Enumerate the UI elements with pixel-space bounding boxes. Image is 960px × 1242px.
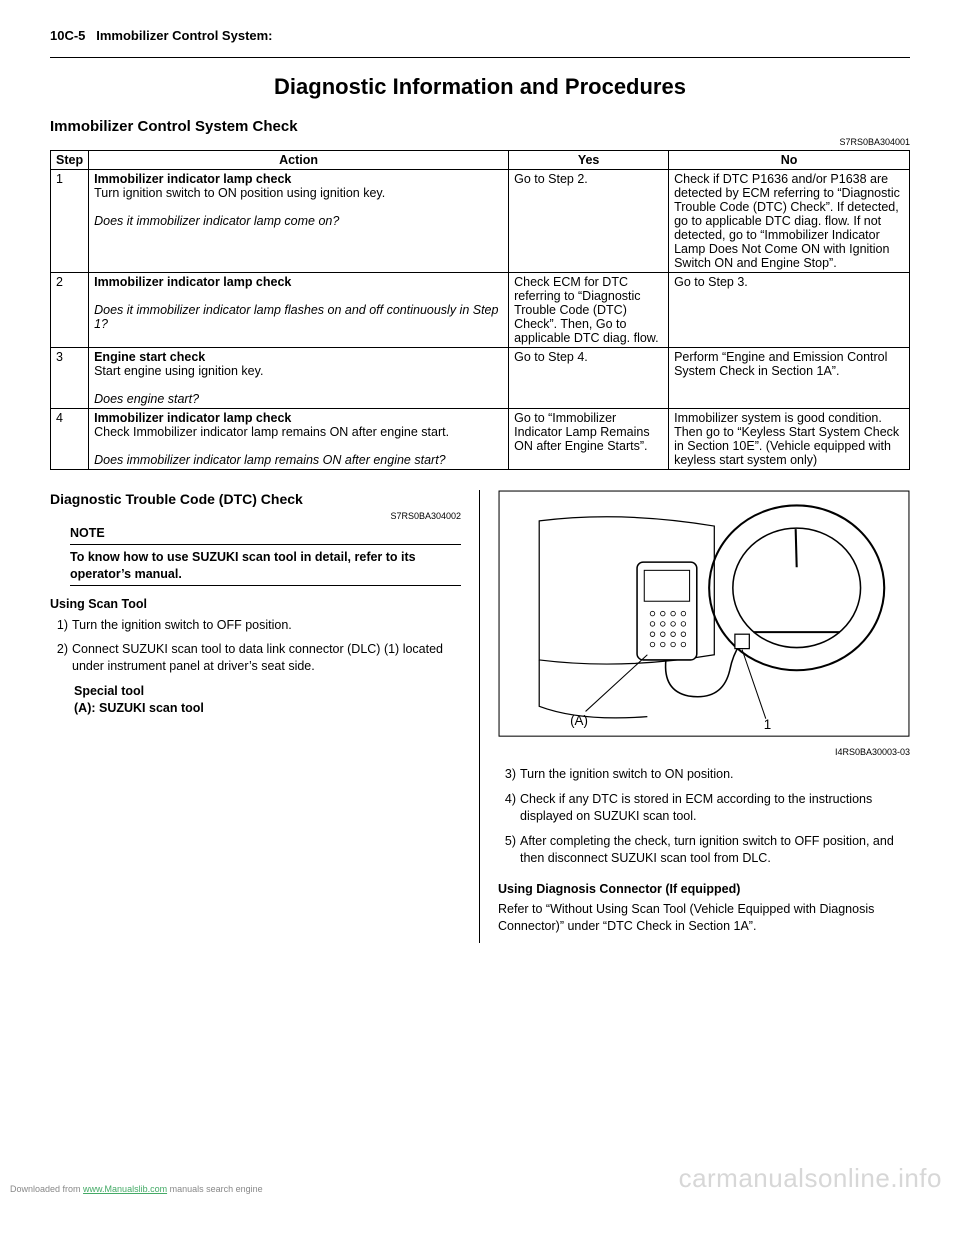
action-question: Does engine start? xyxy=(94,392,199,406)
note-text: To know how to use SUZUKI scan tool in d… xyxy=(70,549,461,583)
no-cell: Immobilizer system is good condition. Th… xyxy=(669,409,910,470)
dtc-doc-id: S7RS0BA304002 xyxy=(50,510,461,522)
table-row: 3 Engine start check Start engine using … xyxy=(51,348,910,409)
special-tool-block: Special tool (A): SUZUKI scan tool xyxy=(74,683,461,717)
step-number: 4) xyxy=(498,791,520,825)
left-column: Diagnostic Trouble Code (DTC) Check S7RS… xyxy=(50,490,480,943)
action-cell: Engine start check Start engine using ig… xyxy=(89,348,509,409)
step-cell: 3 xyxy=(51,348,89,409)
step-number: 3) xyxy=(498,766,520,783)
action-cell: Immobilizer indicator lamp check Check I… xyxy=(89,409,509,470)
footer-suffix: manuals search engine xyxy=(167,1184,263,1194)
col-no-header: No xyxy=(669,151,910,170)
step-text: Check if any DTC is stored in ECM accord… xyxy=(520,791,910,825)
footer-link[interactable]: www.Manualslib.com xyxy=(83,1184,167,1194)
action-cell: Immobilizer indicator lamp check Does it… xyxy=(89,273,509,348)
col-action-header: Action xyxy=(89,151,509,170)
list-item: 1) Turn the ignition switch to OFF posit… xyxy=(50,617,461,634)
action-title: Immobilizer indicator lamp check xyxy=(94,275,291,289)
no-cell: Go to Step 3. xyxy=(669,273,910,348)
list-item: 2) Connect SUZUKI scan tool to data link… xyxy=(50,641,461,675)
action-body: Check Immobilizer indicator lamp remains… xyxy=(94,425,449,439)
col-step-header: Step xyxy=(51,151,89,170)
page: 10C-5 Immobilizer Control System: Diagno… xyxy=(0,0,960,1200)
table-header-row: Step Action Yes No xyxy=(51,151,910,170)
step-number: 5) xyxy=(498,833,520,867)
header-rule xyxy=(50,57,910,58)
step-cell: 2 xyxy=(51,273,89,348)
fig-label-1: 1 xyxy=(764,717,771,732)
footer: Downloaded from www.Manualslib.com manua… xyxy=(10,1184,263,1194)
check-doc-id: S7RS0BA304001 xyxy=(50,137,910,147)
table-row: 4 Immobilizer indicator lamp check Check… xyxy=(51,409,910,470)
section-code: 10C-5 xyxy=(50,28,85,43)
table-row: 2 Immobilizer indicator lamp check Does … xyxy=(51,273,910,348)
left-step-list: 1) Turn the ignition switch to OFF posit… xyxy=(50,617,461,676)
table-row: 1 Immobilizer indicator lamp check Turn … xyxy=(51,170,910,273)
yes-cell: Go to Step 2. xyxy=(509,170,669,273)
step-number: 1) xyxy=(50,617,72,634)
note-rule-top xyxy=(70,544,461,545)
footer-prefix: Downloaded from xyxy=(10,1184,83,1194)
page-header: 10C-5 Immobilizer Control System: xyxy=(50,28,910,43)
using-scan-heading: Using Scan Tool xyxy=(50,596,461,613)
step-text: Turn the ignition switch to OFF position… xyxy=(72,617,461,634)
action-title: Immobilizer indicator lamp check xyxy=(94,411,291,425)
special-tool-value: (A): SUZUKI scan tool xyxy=(74,700,461,717)
note-block: NOTE To know how to use SUZUKI scan tool… xyxy=(70,525,461,586)
action-title: Immobilizer indicator lamp check xyxy=(94,172,291,186)
step-text: Connect SUZUKI scan tool to data link co… xyxy=(72,641,461,675)
check-heading: Immobilizer Control System Check xyxy=(50,118,910,135)
diag-conn-heading: Using Diagnosis Connector (If equipped) xyxy=(498,881,910,898)
action-question: Does it immobilizer indicator lamp come … xyxy=(94,214,339,228)
action-title: Engine start check xyxy=(94,350,205,364)
action-question: Does immobilizer indicator lamp remains … xyxy=(94,453,446,467)
list-item: 3) Turn the ignition switch to ON positi… xyxy=(498,766,910,783)
right-column: (A) 1 I4RS0BA30003-03 3) Turn the igniti… xyxy=(480,490,910,943)
step-number: 2) xyxy=(50,641,72,675)
action-cell: Immobilizer indicator lamp check Turn ig… xyxy=(89,170,509,273)
special-tool-label: Special tool xyxy=(74,683,461,700)
action-question: Does it immobilizer indicator lamp flash… xyxy=(94,303,498,331)
action-body: Turn ignition switch to ON position usin… xyxy=(94,186,385,200)
check-table: Step Action Yes No 1 Immobilizer indicat… xyxy=(50,150,910,470)
figure-id: I4RS0BA30003-03 xyxy=(498,746,910,758)
no-cell: Perform “Engine and Emission Control Sys… xyxy=(669,348,910,409)
section-title: Immobilizer Control System: xyxy=(96,28,272,43)
note-rule-bottom xyxy=(70,585,461,586)
list-item: 4) Check if any DTC is stored in ECM acc… xyxy=(498,791,910,825)
diag-conn-text: Refer to “Without Using Scan Tool (Vehic… xyxy=(498,901,910,935)
action-body: Start engine using ignition key. xyxy=(94,364,263,378)
step-text: After completing the check, turn ignitio… xyxy=(520,833,910,867)
two-column-layout: Diagnostic Trouble Code (DTC) Check S7RS… xyxy=(50,490,910,943)
list-item: 5) After completing the check, turn igni… xyxy=(498,833,910,867)
yes-cell: Go to Step 4. xyxy=(509,348,669,409)
col-yes-header: Yes xyxy=(509,151,669,170)
yes-cell: Check ECM for DTC referring to “Diagnost… xyxy=(509,273,669,348)
main-title: Diagnostic Information and Procedures xyxy=(50,74,910,100)
right-step-list: 3) Turn the ignition switch to ON positi… xyxy=(498,766,910,866)
step-cell: 4 xyxy=(51,409,89,470)
dtc-heading: Diagnostic Trouble Code (DTC) Check xyxy=(50,490,461,509)
fig-label-a: (A) xyxy=(570,713,588,728)
scan-tool-figure: (A) 1 xyxy=(498,490,910,737)
step-cell: 1 xyxy=(51,170,89,273)
yes-cell: Go to “Immobilizer Indicator Lamp Remain… xyxy=(509,409,669,470)
note-label: NOTE xyxy=(70,525,461,542)
no-cell: Check if DTC P1636 and/or P1638 are dete… xyxy=(669,170,910,273)
step-text: Turn the ignition switch to ON position. xyxy=(520,766,910,783)
